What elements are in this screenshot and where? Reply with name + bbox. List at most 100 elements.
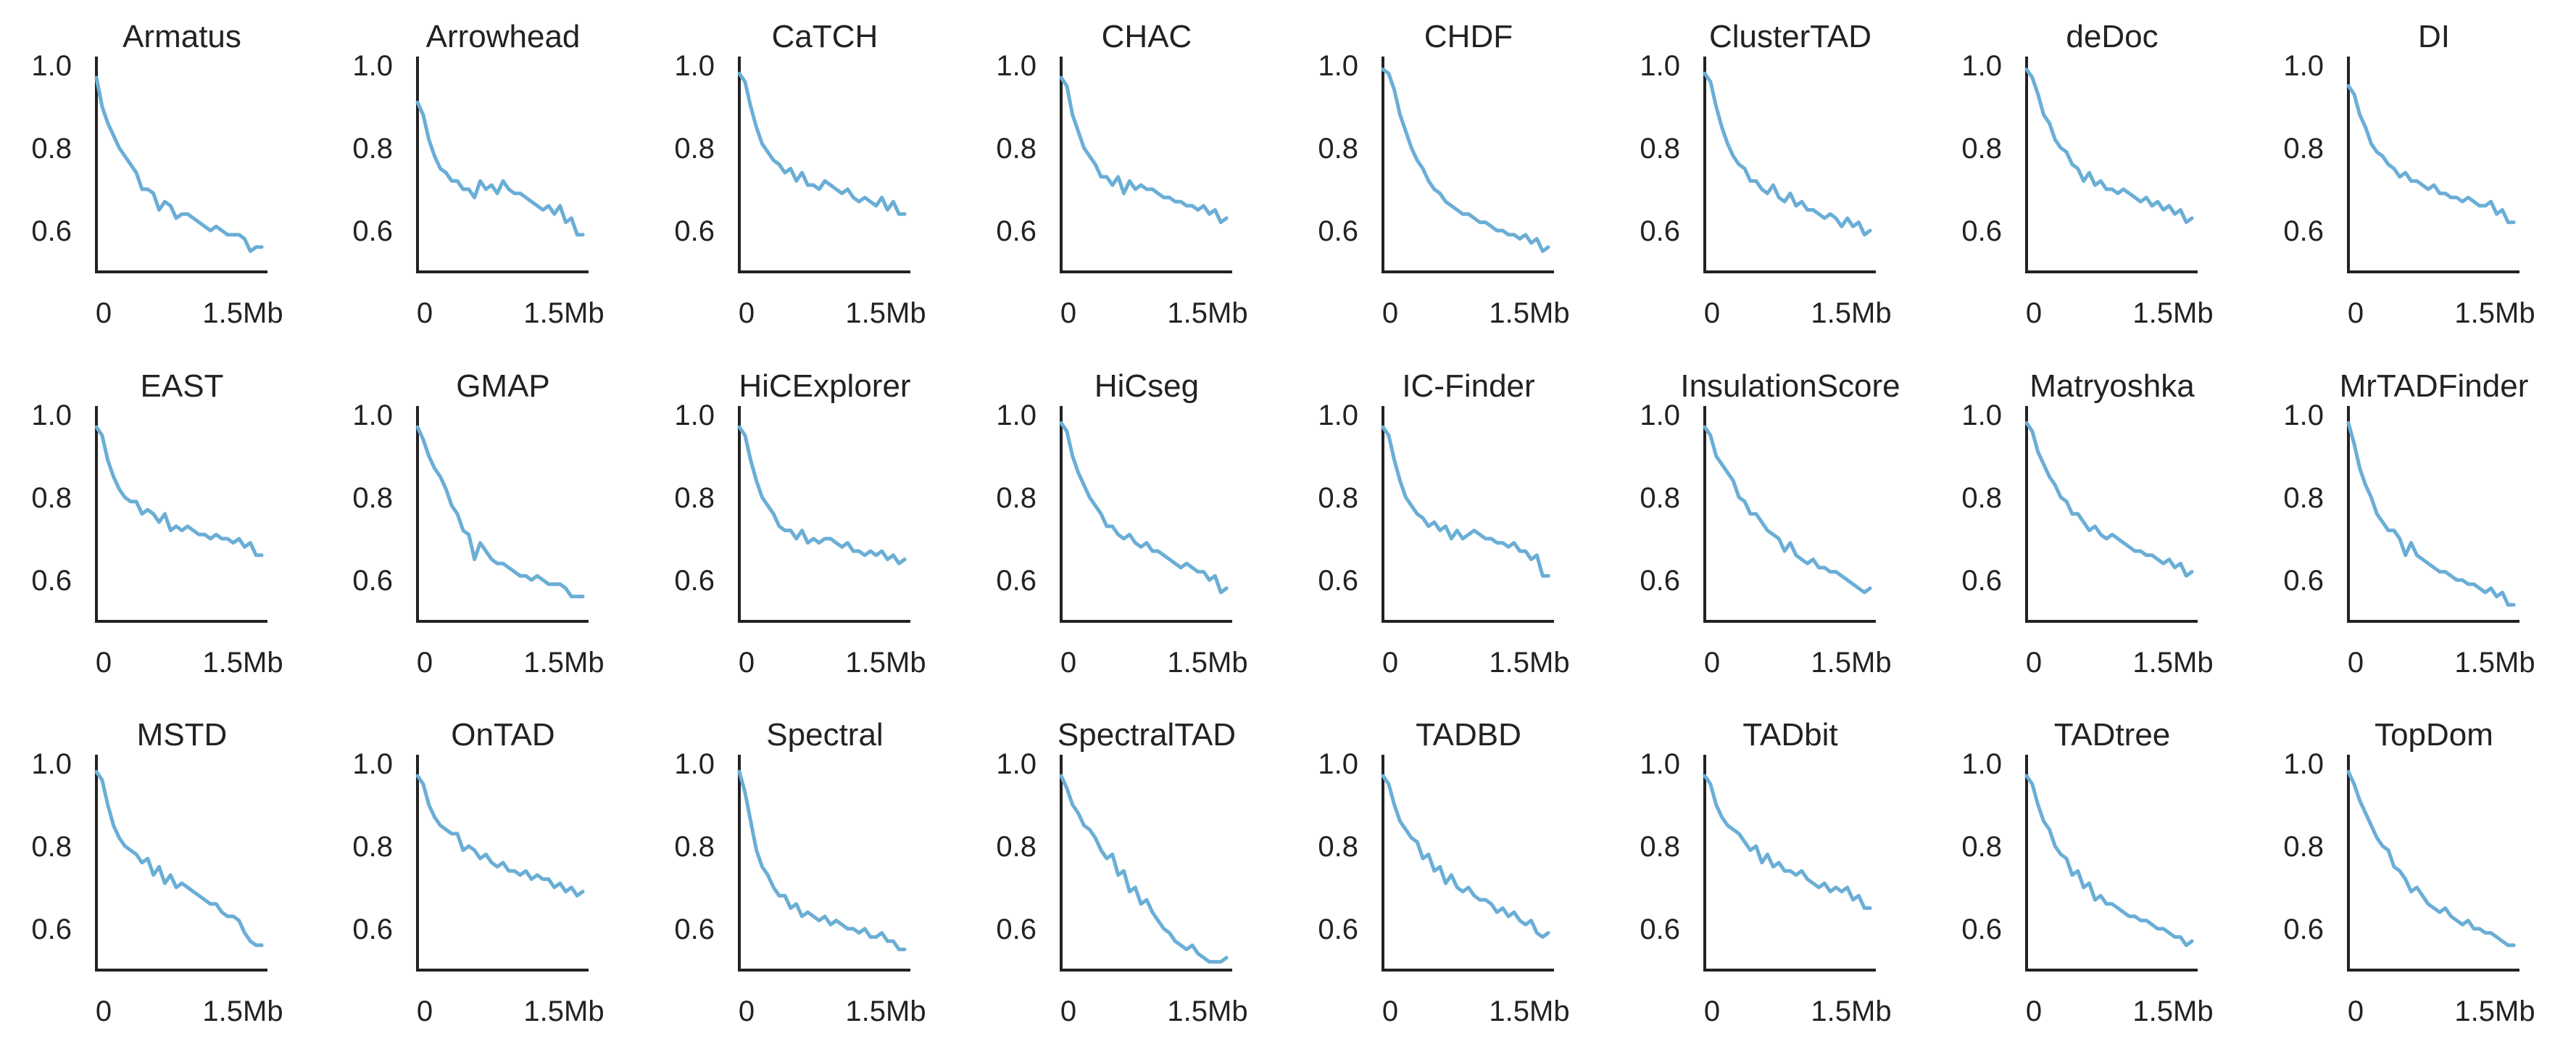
x-tick-label: 1.5Mb bbox=[202, 995, 283, 1027]
series-line bbox=[2024, 67, 2194, 225]
panel-title: TopDom bbox=[2375, 717, 2493, 753]
panel-matryoshka: Matryoshka 0.6 0.8 1.0 0 1.5Mb bbox=[1961, 368, 2213, 679]
panel-tadtree: TADtree 0.6 0.8 1.0 0 1.5Mb bbox=[1961, 717, 2213, 1027]
x-tick-label: 1.5Mb bbox=[1811, 995, 1891, 1027]
panel-title: TADtree bbox=[2054, 717, 2171, 753]
panel-ontad: OnTAD 0.6 0.8 1.0 0 1.5Mb bbox=[352, 717, 604, 1027]
panel-di: DI 0.6 0.8 1.0 0 1.5Mb bbox=[2283, 19, 2535, 329]
x-tick-label: 1.5Mb bbox=[2132, 995, 2213, 1027]
panel-title: HiCseg bbox=[1094, 368, 1199, 404]
series-line bbox=[1703, 71, 1872, 237]
series-line bbox=[737, 425, 907, 566]
y-tick-label: 0.8 bbox=[1961, 831, 2002, 863]
panel-mstd: MSTD 0.6 0.8 1.0 0 1.5Mb bbox=[31, 717, 283, 1027]
panel-title: MSTD bbox=[137, 717, 228, 753]
panel-tadbit: TADbit 0.6 0.8 1.0 0 1.5Mb bbox=[1640, 717, 1891, 1027]
y-tick-label: 0.6 bbox=[352, 565, 393, 597]
x-tick-label: 1.5Mb bbox=[2132, 647, 2213, 679]
y-tick-label: 0.8 bbox=[996, 133, 1036, 165]
panel-title: EAST bbox=[141, 368, 224, 404]
panel-gmap: GMAP 0.6 0.8 1.0 0 1.5Mb bbox=[352, 368, 604, 679]
x-tick-label: 0 bbox=[739, 647, 755, 679]
series-line bbox=[94, 425, 264, 558]
y-tick-label: 0.8 bbox=[1318, 831, 1358, 863]
y-tick-label: 1.0 bbox=[1961, 399, 2002, 431]
y-tick-label: 0.8 bbox=[31, 831, 72, 863]
x-tick-label: 0 bbox=[417, 995, 433, 1027]
panel-spectral: Spectral 0.6 0.8 1.0 0 1.5Mb bbox=[674, 717, 926, 1027]
x-tick-label: 0 bbox=[1060, 647, 1076, 679]
y-tick-label: 1.0 bbox=[674, 399, 715, 431]
panel-title: TADBD bbox=[1416, 717, 1521, 753]
panel-hicseg: HiCseg 0.6 0.8 1.0 0 1.5Mb bbox=[996, 368, 1247, 679]
y-tick-label: 1.0 bbox=[674, 748, 715, 780]
panel-title: HiCExplorer bbox=[739, 368, 910, 404]
series-line bbox=[1703, 774, 1872, 910]
y-tick-label: 0.8 bbox=[352, 482, 393, 514]
panel-title: Spectral bbox=[766, 717, 883, 753]
series-line bbox=[1059, 774, 1229, 964]
y-tick-label: 1.0 bbox=[2283, 748, 2324, 780]
y-tick-label: 1.0 bbox=[1640, 399, 1680, 431]
panel-title: Arrowhead bbox=[426, 19, 581, 54]
series-line bbox=[1059, 421, 1229, 595]
series-line bbox=[1703, 425, 1872, 595]
y-tick-label: 0.6 bbox=[352, 914, 393, 945]
y-tick-label: 0.6 bbox=[996, 215, 1036, 247]
y-tick-label: 0.6 bbox=[2283, 215, 2324, 247]
y-tick-label: 0.8 bbox=[1961, 482, 2002, 514]
y-tick-label: 0.6 bbox=[1961, 914, 2002, 945]
y-tick-label: 1.0 bbox=[996, 399, 1036, 431]
panel-title: ClusterTAD bbox=[1709, 19, 1871, 54]
y-tick-label: 0.6 bbox=[996, 565, 1036, 597]
y-tick-label: 0.6 bbox=[1318, 914, 1358, 945]
panel-title: Matryoshka bbox=[2029, 368, 2195, 404]
x-tick-label: 0 bbox=[739, 995, 755, 1027]
x-tick-label: 1.5Mb bbox=[845, 995, 926, 1027]
y-tick-label: 1.0 bbox=[1318, 50, 1358, 82]
y-tick-label: 1.0 bbox=[31, 748, 72, 780]
y-tick-label: 0.8 bbox=[1640, 482, 1680, 514]
y-tick-label: 0.6 bbox=[31, 565, 72, 597]
x-tick-label: 1.5Mb bbox=[523, 297, 604, 329]
x-tick-label: 0 bbox=[2348, 647, 2364, 679]
x-tick-label: 0 bbox=[739, 297, 755, 329]
series-line bbox=[94, 75, 264, 253]
x-tick-label: 0 bbox=[1060, 995, 1076, 1027]
y-tick-label: 0.6 bbox=[674, 215, 715, 247]
y-tick-label: 0.6 bbox=[1961, 215, 2002, 247]
x-tick-label: 1.5Mb bbox=[1167, 297, 1247, 329]
y-tick-label: 1.0 bbox=[996, 50, 1036, 82]
panel-title: TADbit bbox=[1742, 717, 1837, 753]
y-tick-label: 0.8 bbox=[352, 831, 393, 863]
y-tick-label: 0.8 bbox=[1961, 133, 2002, 165]
panel-clustertad: ClusterTAD 0.6 0.8 1.0 0 1.5Mb bbox=[1640, 19, 1891, 329]
panel-topdom: TopDom 0.6 0.8 1.0 0 1.5Mb bbox=[2283, 717, 2535, 1027]
y-tick-label: 0.8 bbox=[31, 482, 72, 514]
x-tick-label: 1.5Mb bbox=[845, 297, 926, 329]
panel-catch: CaTCH 0.6 0.8 1.0 0 1.5Mb bbox=[674, 19, 926, 329]
x-tick-label: 0 bbox=[1382, 297, 1398, 329]
x-tick-label: 1.5Mb bbox=[523, 995, 604, 1027]
x-tick-label: 1.5Mb bbox=[845, 647, 926, 679]
y-tick-label: 0.6 bbox=[1318, 215, 1358, 247]
y-tick-label: 0.8 bbox=[996, 831, 1036, 863]
y-tick-label: 0.6 bbox=[352, 215, 393, 247]
x-tick-label: 1.5Mb bbox=[1811, 297, 1891, 329]
y-tick-label: 1.0 bbox=[352, 748, 393, 780]
panel-title: MrTADFinder bbox=[2340, 368, 2529, 404]
x-tick-label: 0 bbox=[96, 647, 112, 679]
y-tick-label: 1.0 bbox=[2283, 399, 2324, 431]
panel-dedoc: deDoc 0.6 0.8 1.0 0 1.5Mb bbox=[1961, 19, 2213, 329]
x-tick-label: 0 bbox=[2026, 297, 2042, 329]
y-tick-label: 0.8 bbox=[674, 133, 715, 165]
y-tick-label: 0.8 bbox=[996, 482, 1036, 514]
panel-title: CHAC bbox=[1102, 19, 1192, 54]
panel-armatus: Armatus 0.6 0.8 1.0 0 1.5Mb bbox=[31, 19, 283, 329]
x-tick-label: 1.5Mb bbox=[2132, 297, 2213, 329]
x-tick-label: 0 bbox=[2348, 995, 2364, 1027]
series-line bbox=[415, 774, 585, 898]
series-line bbox=[1381, 67, 1550, 253]
series-line bbox=[1381, 425, 1550, 578]
y-tick-label: 1.0 bbox=[352, 50, 393, 82]
